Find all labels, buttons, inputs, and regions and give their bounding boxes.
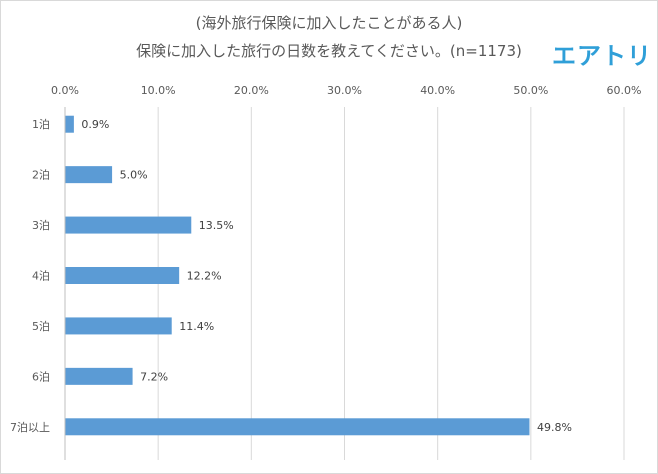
category-label: 5泊 xyxy=(32,320,50,333)
category-label: 2泊 xyxy=(32,169,50,182)
x-tick-label: 60.0% xyxy=(607,84,642,97)
x-tick-label: 20.0% xyxy=(234,84,269,97)
bar-5 xyxy=(65,317,172,335)
x-tick-label: 10.0% xyxy=(141,84,176,97)
data-label: 11.4% xyxy=(179,320,214,333)
category-label: 6泊 xyxy=(32,370,50,383)
airtrip-logo: エアトリ xyxy=(552,42,652,70)
data-label: 5.0% xyxy=(120,169,148,182)
x-tick-label: 40.0% xyxy=(420,84,455,97)
bar-2 xyxy=(65,166,113,184)
bar-1 xyxy=(65,115,74,133)
x-tick-label: 30.0% xyxy=(327,84,362,97)
category-label: 4泊 xyxy=(32,270,50,283)
bar-7 xyxy=(65,418,530,436)
x-tick-label: 0.0% xyxy=(51,84,79,97)
data-label: 49.8% xyxy=(537,421,572,434)
category-label: 1泊 xyxy=(32,118,50,131)
bar-4 xyxy=(65,267,180,284)
data-label: 0.9% xyxy=(81,118,109,131)
data-label: 12.2% xyxy=(187,270,222,283)
chart-title: 保険に加入した旅行の日数を教えてください。(n=1173) xyxy=(136,42,522,60)
category-label: 3泊 xyxy=(32,219,50,232)
chart-subtitle: (海外旅行保険に加入したことがある人) xyxy=(195,14,463,32)
category-label: 7泊以上 xyxy=(10,421,50,434)
data-label: 7.2% xyxy=(140,370,168,383)
bar-6 xyxy=(65,367,133,385)
x-tick-label: 50.0% xyxy=(513,84,548,97)
bar-3 xyxy=(65,216,192,234)
data-label: 13.5% xyxy=(199,219,234,232)
